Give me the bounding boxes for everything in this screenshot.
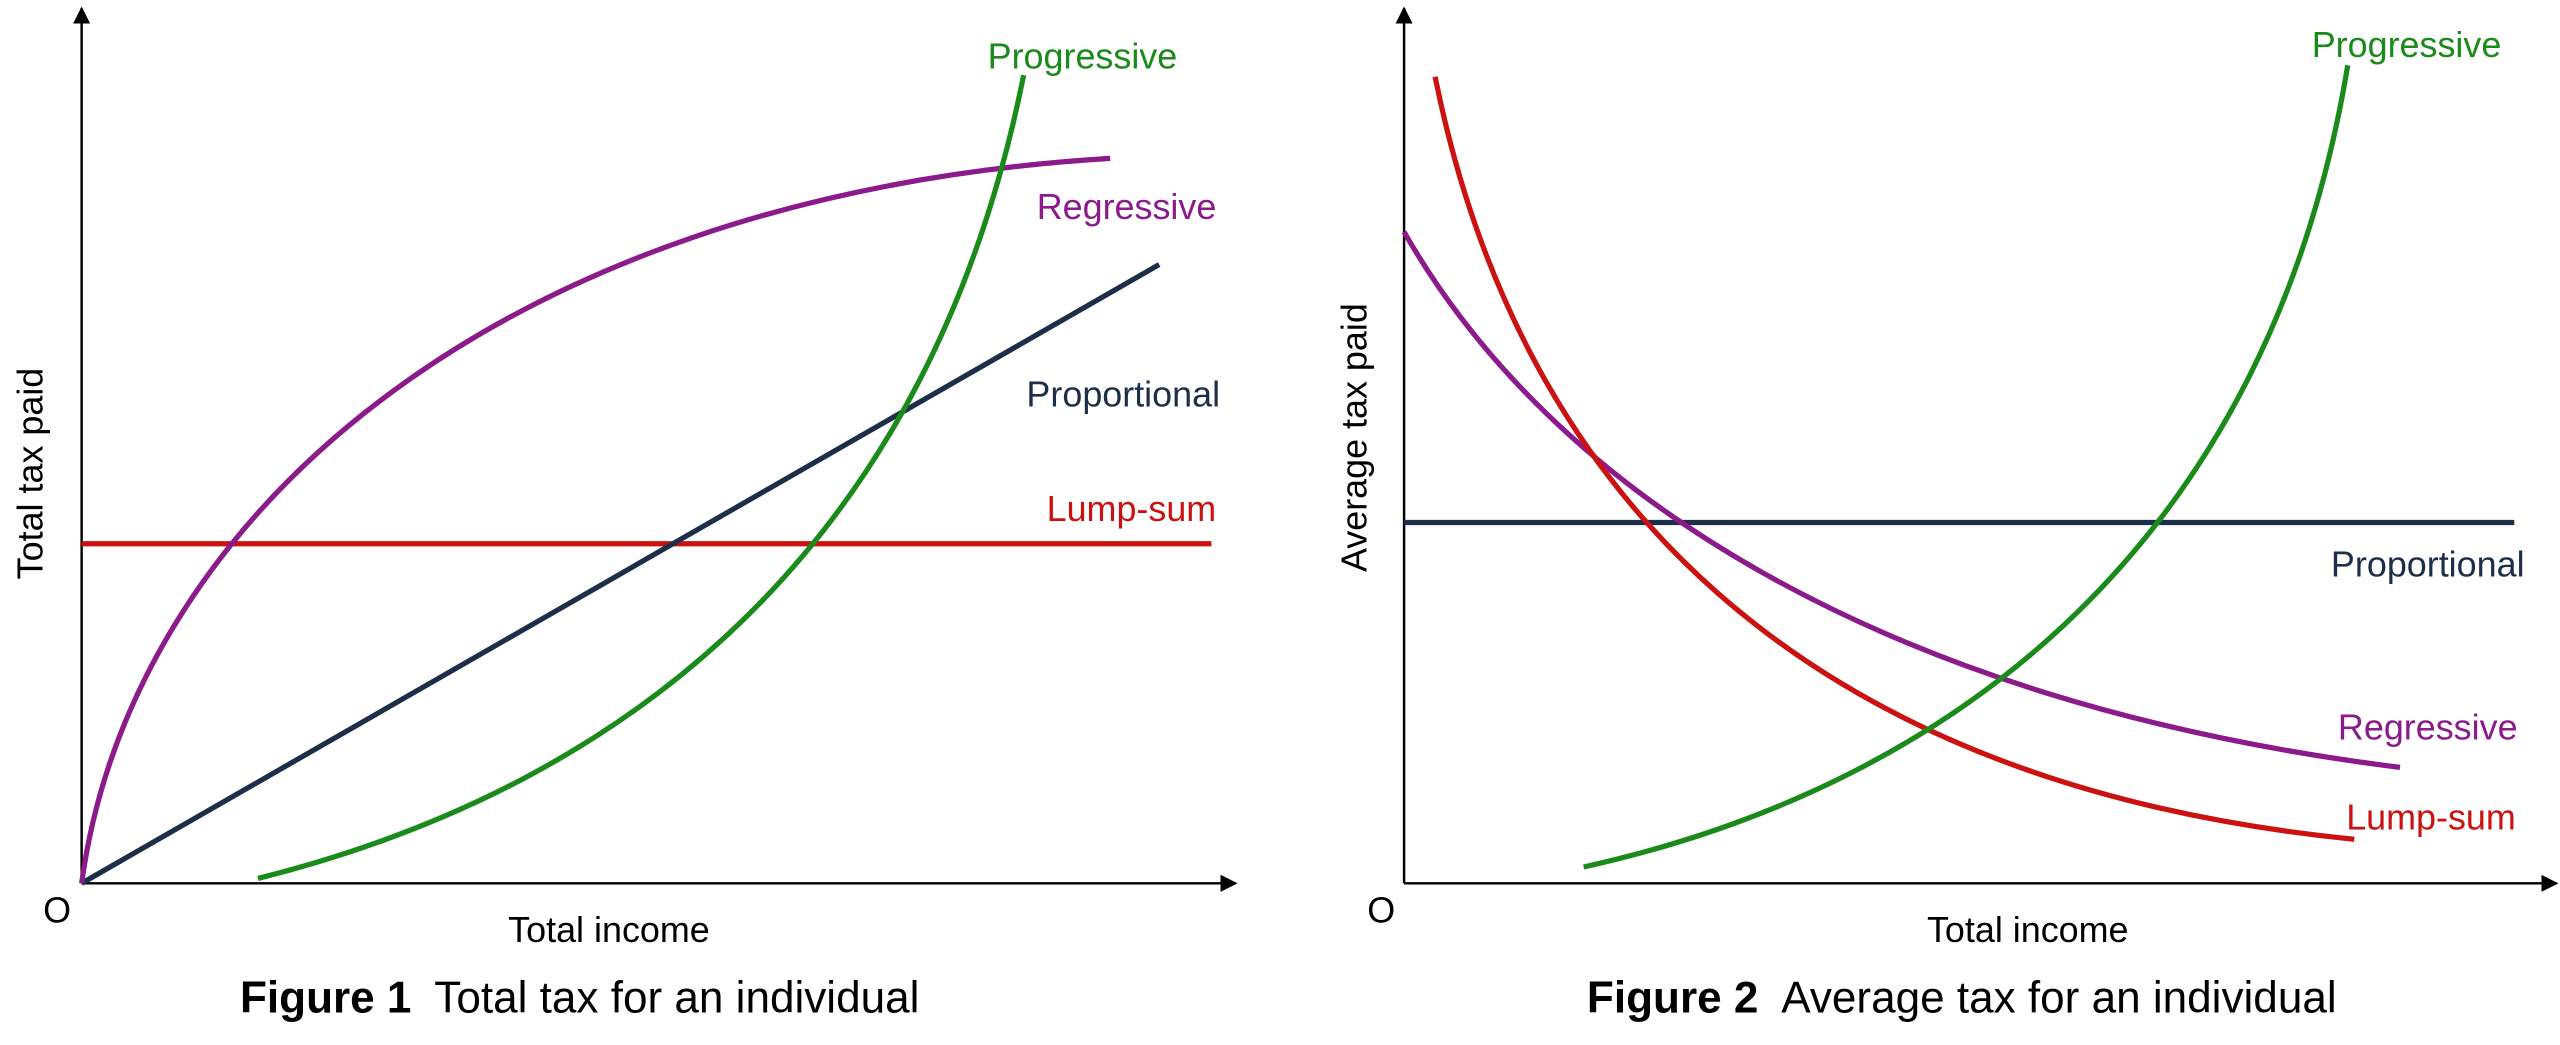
curve-label: Regressive <box>1037 186 1217 227</box>
curve-label: Proportional <box>2331 543 2525 584</box>
figure-1: Progressive Regressive Proportional Lump… <box>9 6 1238 1022</box>
curve-label: Progressive <box>988 36 1178 77</box>
y-axis-label: Total tax paid <box>9 368 50 580</box>
lump-sum-curve <box>1432 76 2355 842</box>
curve-label: Regressive <box>2338 707 2518 748</box>
caption: Figure 2 Average tax for an individual <box>1587 973 2337 1022</box>
progressive-curve <box>1583 64 2351 870</box>
progressive-curve <box>257 74 1027 881</box>
caption-number: Figure 1 <box>240 973 411 1022</box>
x-axis-label: Total income <box>508 909 710 950</box>
regressive-curve <box>1401 230 2401 770</box>
origin-label: O <box>43 889 71 930</box>
curve-label: Progressive <box>2312 24 2502 65</box>
caption-text: Total tax for an individual <box>434 973 919 1022</box>
caption-number: Figure 2 <box>1587 973 1758 1022</box>
curve-label: Lump-sum <box>2346 796 2516 837</box>
figure-2: Progressive Proportional Regressive Lump… <box>1334 6 2559 1022</box>
x-axis-label: Total income <box>1927 909 2129 950</box>
caption-text: Average tax for an individual <box>1781 973 2336 1022</box>
origin-label: O <box>1367 889 1395 930</box>
curve-label: Lump-sum <box>1047 488 1217 529</box>
curve-label: Proportional <box>1026 374 1220 415</box>
proportional-curve <box>80 262 1161 886</box>
y-axis-label: Average tax paid <box>1334 303 1375 572</box>
regressive-curve <box>79 155 1111 884</box>
caption: Figure 1 Total tax for an individual <box>240 973 919 1022</box>
